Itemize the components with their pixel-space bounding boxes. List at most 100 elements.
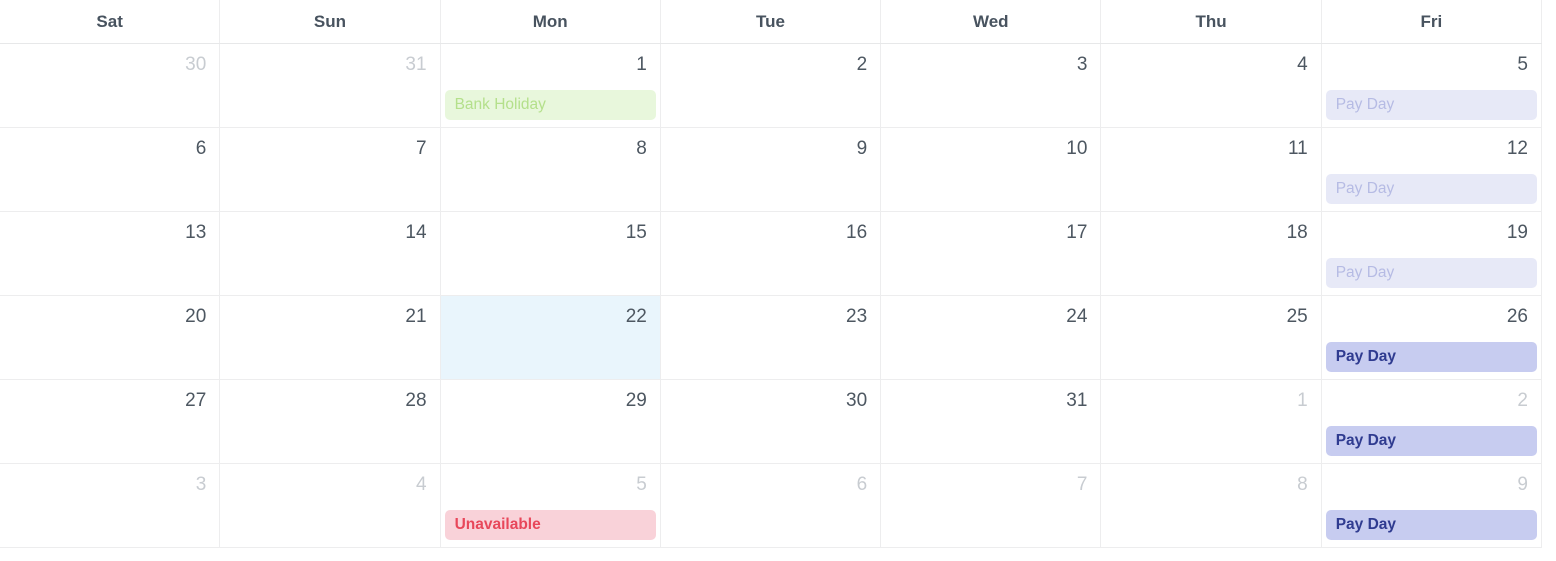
- day-number: 5: [636, 474, 647, 495]
- day-number: 30: [185, 54, 207, 75]
- day-number: 9: [856, 138, 868, 159]
- day-number: 17: [1066, 222, 1088, 243]
- day-number: 25: [1286, 306, 1308, 327]
- day-cell[interactable]: 24: [881, 296, 1102, 379]
- week-row-6: 3 4 5 Unavailable 6 7 8 9 Pay Day: [0, 464, 1542, 548]
- day-cell[interactable]: 28: [220, 380, 441, 463]
- day-cell[interactable]: 1: [1101, 380, 1322, 463]
- weekday-header-row: Sat Sun Mon Tue Wed Thu Fri: [0, 0, 1542, 44]
- day-number: 7: [415, 138, 427, 159]
- day-cell[interactable]: 31: [881, 380, 1102, 463]
- day-cell[interactable]: 8: [441, 128, 661, 211]
- event-pay-day[interactable]: Pay Day: [1325, 258, 1537, 288]
- day-cell[interactable]: 2: [661, 44, 882, 127]
- weekday-header-mon: Mon: [441, 0, 661, 43]
- day-number: 7: [1076, 474, 1088, 495]
- day-number: 2: [1517, 390, 1528, 411]
- day-number: 9: [1517, 474, 1528, 495]
- event-pay-day[interactable]: Pay Day: [1325, 342, 1537, 372]
- day-number: 31: [405, 54, 427, 75]
- day-number: 3: [1076, 54, 1088, 75]
- day-number: 1: [636, 54, 647, 75]
- day-cell[interactable]: 6: [661, 464, 882, 547]
- day-cell[interactable]: 4: [1101, 44, 1322, 127]
- day-cell[interactable]: 29: [441, 380, 661, 463]
- day-cell[interactable]: 1 Bank Holiday: [441, 44, 661, 127]
- day-cell[interactable]: 20: [0, 296, 221, 379]
- day-cell[interactable]: 5 Pay Day: [1322, 44, 1542, 127]
- day-cell[interactable]: 8: [1101, 464, 1322, 547]
- day-cell[interactable]: 27: [0, 380, 221, 463]
- day-number: 4: [415, 474, 427, 495]
- event-pay-day[interactable]: Pay Day: [1325, 90, 1537, 120]
- day-number: 11: [1287, 138, 1308, 159]
- day-cell[interactable]: 18: [1101, 212, 1322, 295]
- event-pay-day[interactable]: Pay Day: [1325, 426, 1537, 456]
- week-row-5: 27 28 29 30 31 1 2 Pay Day: [0, 380, 1542, 464]
- day-number: 23: [846, 306, 868, 327]
- week-row-2: 6 7 8 9 10 11 12 Pay Day: [0, 128, 1542, 212]
- day-cell[interactable]: 30: [0, 44, 221, 127]
- day-cell[interactable]: 19 Pay Day: [1322, 212, 1542, 295]
- day-cell[interactable]: 26 Pay Day: [1322, 296, 1542, 379]
- day-cell[interactable]: 7: [881, 464, 1102, 547]
- day-cell[interactable]: 30: [661, 380, 882, 463]
- day-cell[interactable]: 5 Unavailable: [441, 464, 661, 547]
- day-number: 30: [846, 390, 868, 411]
- day-number: 19: [1506, 222, 1528, 243]
- day-number: 5: [1517, 54, 1528, 75]
- day-cell[interactable]: 3: [881, 44, 1102, 127]
- day-number: 8: [1297, 474, 1308, 495]
- day-number: 10: [1066, 138, 1088, 159]
- day-cell[interactable]: 16: [661, 212, 882, 295]
- week-row-1: 30 31 1 Bank Holiday 2 3 4 5 Pay Day: [0, 44, 1542, 128]
- day-number: 31: [1066, 390, 1088, 411]
- day-number: 14: [405, 222, 427, 243]
- day-number: 28: [405, 390, 427, 411]
- day-number: 4: [1297, 54, 1308, 75]
- day-number: 3: [195, 474, 207, 495]
- day-cell[interactable]: 12 Pay Day: [1322, 128, 1542, 211]
- day-cell[interactable]: 11: [1101, 128, 1322, 211]
- event-pay-day[interactable]: Pay Day: [1325, 174, 1537, 204]
- day-cell[interactable]: 15: [441, 212, 661, 295]
- day-number: 26: [1506, 306, 1528, 327]
- calendar-month-grid: Sat Sun Mon Tue Wed Thu Fri 30 31 1 Bank…: [0, 0, 1542, 548]
- day-number: 20: [185, 306, 207, 327]
- event-unavailable[interactable]: Unavailable: [444, 510, 656, 540]
- day-number: 22: [625, 306, 647, 327]
- day-number: 13: [185, 222, 207, 243]
- day-number: 16: [846, 222, 868, 243]
- day-cell[interactable]: 14: [220, 212, 441, 295]
- day-cell[interactable]: 25: [1101, 296, 1322, 379]
- day-cell[interactable]: 2 Pay Day: [1322, 380, 1542, 463]
- day-number: 21: [405, 306, 427, 327]
- weekday-header-wed: Wed: [881, 0, 1102, 43]
- day-cell[interactable]: 9: [661, 128, 882, 211]
- day-cell[interactable]: 3: [0, 464, 221, 547]
- weekday-header-tue: Tue: [661, 0, 882, 43]
- day-number: 8: [636, 138, 647, 159]
- day-number: 1: [1297, 390, 1308, 411]
- day-cell[interactable]: 13: [0, 212, 221, 295]
- day-cell[interactable]: 31: [220, 44, 441, 127]
- day-cell[interactable]: 9 Pay Day: [1322, 464, 1542, 547]
- day-number: 12: [1506, 138, 1528, 159]
- event-bank-holiday[interactable]: Bank Holiday: [444, 90, 656, 120]
- day-cell[interactable]: 17: [881, 212, 1102, 295]
- day-cell[interactable]: 4: [220, 464, 441, 547]
- day-cell[interactable]: 7: [220, 128, 441, 211]
- event-pay-day[interactable]: Pay Day: [1325, 510, 1537, 540]
- day-cell[interactable]: 21: [220, 296, 441, 379]
- day-number: 2: [856, 54, 868, 75]
- weekday-header-sat: Sat: [0, 0, 221, 43]
- weekday-header-thu: Thu: [1101, 0, 1322, 43]
- day-cell[interactable]: 23: [661, 296, 882, 379]
- day-number: 15: [625, 222, 647, 243]
- day-number: 6: [856, 474, 868, 495]
- day-cell-today[interactable]: 22: [440, 296, 661, 379]
- day-cell[interactable]: 6: [0, 128, 221, 211]
- day-cell[interactable]: 10: [881, 128, 1102, 211]
- weekday-header-sun: Sun: [220, 0, 441, 43]
- day-number: 24: [1066, 306, 1088, 327]
